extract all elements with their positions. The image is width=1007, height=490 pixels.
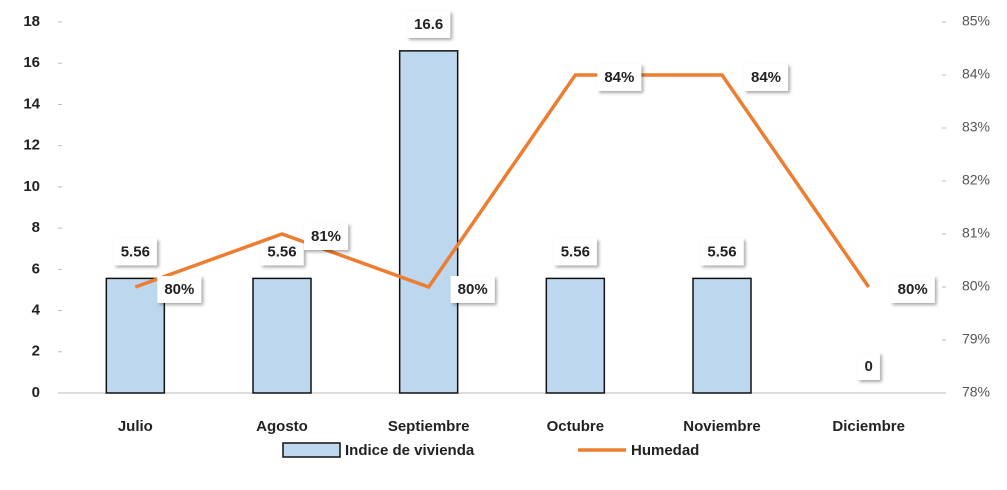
bar	[252, 277, 312, 394]
y2-tick-label: 81%	[962, 225, 990, 241]
bar	[105, 277, 166, 394]
y-tick-label: 10	[23, 178, 40, 195]
y2-tick-label: 85%	[962, 13, 990, 29]
line-label-box	[450, 275, 495, 303]
line-label: 81%	[311, 228, 341, 245]
bar-label: 0	[864, 358, 872, 375]
bar-label: 5.56	[561, 243, 590, 260]
bar	[692, 277, 752, 394]
bar-label-box	[407, 10, 451, 38]
y2-tick-label: 79%	[962, 331, 990, 347]
line-label: 80%	[164, 281, 194, 298]
x-tick-label: Agosto	[256, 418, 308, 435]
line-label: 80%	[898, 281, 928, 298]
x-tick-label: Julio	[118, 418, 153, 435]
bar-label-box	[700, 238, 744, 266]
bar-label: 5.56	[121, 243, 150, 260]
legend-label: Humedad	[631, 442, 699, 459]
bar-label: 16.6	[414, 16, 443, 33]
line-label: 80%	[458, 281, 488, 298]
bar-label: 5.56	[267, 243, 296, 260]
y2-tick-label: 78%	[962, 384, 990, 400]
y-tick-label: 12	[23, 137, 40, 154]
bar-label-box	[260, 238, 304, 266]
line-label-box	[303, 222, 349, 250]
bar-label-box	[553, 238, 597, 266]
bar-label: 5.56	[707, 243, 736, 260]
y-tick-label: 16	[23, 54, 40, 71]
line-label-box	[597, 63, 642, 91]
line-label: 84%	[604, 69, 634, 86]
x-tick-label: Noviembre	[683, 418, 761, 435]
bar	[545, 277, 606, 394]
y-tick-label: 18	[23, 13, 40, 30]
x-tick-label: Septiembre	[388, 418, 470, 435]
line-label-box	[743, 63, 789, 91]
y-tick-label: 14	[23, 95, 40, 112]
y-tick-label: 4	[32, 302, 41, 319]
y-tick-label: 0	[32, 384, 40, 401]
line-label-box	[157, 275, 202, 303]
bar-label-box	[113, 238, 157, 266]
bar-label-box	[857, 352, 880, 380]
y2-tick-label: 80%	[962, 278, 990, 294]
bar	[398, 50, 459, 394]
x-tick-label: Octubre	[547, 418, 605, 435]
y-tick-label: 2	[32, 343, 40, 360]
line-label: 84%	[751, 69, 781, 86]
line-label-box	[890, 275, 935, 303]
legend-label: Indice de vivienda	[345, 442, 475, 459]
y2-tick-label: 84%	[962, 66, 990, 82]
legend-swatch	[282, 442, 341, 458]
x-tick-label: Diciembre	[832, 418, 905, 435]
y-tick-label: 8	[32, 219, 40, 236]
line	[134, 73, 871, 290]
y2-tick-label: 82%	[962, 172, 990, 188]
y2-tick-label: 83%	[962, 119, 990, 135]
y-tick-label: 6	[32, 260, 40, 277]
